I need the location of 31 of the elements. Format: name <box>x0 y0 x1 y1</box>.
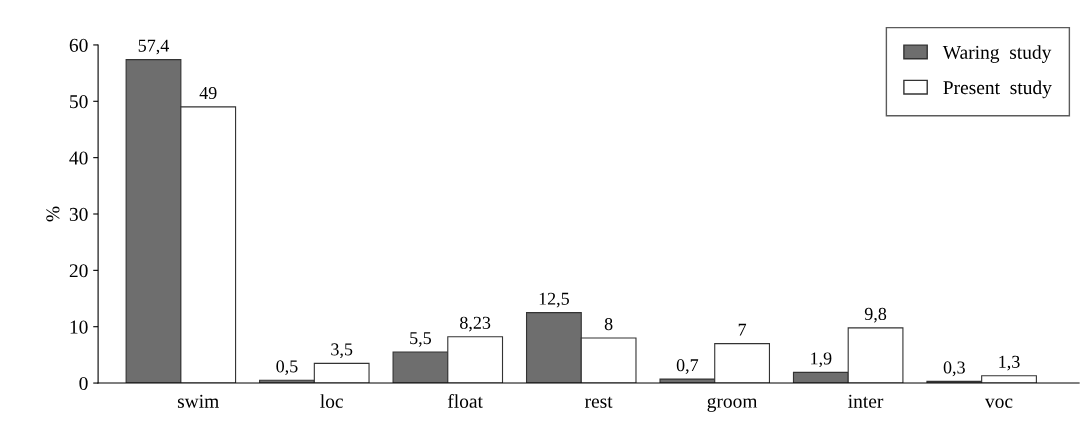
x-tick-label: loc <box>320 394 343 408</box>
data-label: 9,8 <box>864 307 887 323</box>
data-label: 49 <box>199 86 217 100</box>
data-label: 7 <box>738 323 747 336</box>
data-label: 12,5 <box>539 292 569 308</box>
data-label: 57,4 <box>138 39 170 55</box>
data-label: 1,9 <box>811 352 832 368</box>
y-tick-label: 40 <box>69 151 88 165</box>
y-tick-label: 10 <box>70 320 88 334</box>
y-tick-label: 0 <box>79 376 88 390</box>
data-label: 5,5 <box>410 332 432 347</box>
data-label: 0,3 <box>943 361 965 377</box>
y-tick-label: 20 <box>69 264 88 278</box>
data-label: 8 <box>604 317 613 331</box>
y-axis-title: % <box>46 206 60 222</box>
data-label: 8,23 <box>460 316 491 332</box>
data-label: 0,5 <box>276 360 298 376</box>
y-tick-label: 50 <box>70 95 88 109</box>
y-tick-label: 30 <box>69 207 88 221</box>
x-tick-label: rest <box>584 396 613 408</box>
y-tick-label: 60 <box>69 38 88 52</box>
x-tick-label: float <box>447 393 483 408</box>
data-label: 1,3 <box>999 355 1020 371</box>
legend-label: Waring study <box>942 45 1052 63</box>
data-label: 0,7 <box>676 359 699 374</box>
x-tick-label: voc <box>984 398 1013 408</box>
legend-label: Present study <box>943 80 1052 99</box>
x-tick-label: inter <box>848 394 884 408</box>
x-tick-label: swim <box>177 394 219 408</box>
data-label: 3,5 <box>331 343 353 359</box>
x-tick-label: groom <box>707 397 758 412</box>
